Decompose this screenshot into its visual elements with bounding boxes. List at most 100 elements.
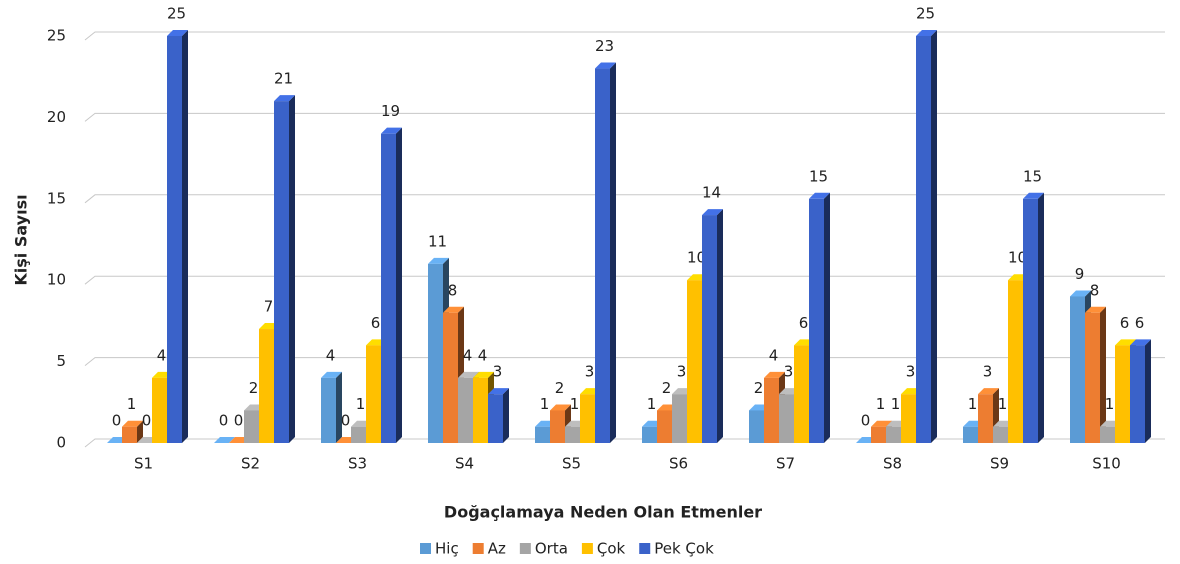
- bar-face: [1038, 192, 1044, 443]
- x-tick-label: S4: [455, 455, 474, 473]
- grid-line: [84, 357, 1165, 366]
- bar-face: [167, 36, 182, 443]
- bar-face: [152, 377, 167, 443]
- bar-face: [321, 377, 336, 443]
- data-label: 10: [1008, 249, 1027, 267]
- data-label: 23: [595, 37, 614, 55]
- bar: [916, 30, 937, 443]
- bar-face: [1008, 280, 1023, 443]
- data-label: 1: [876, 395, 886, 413]
- bar-face: [642, 426, 657, 443]
- bar-face: [749, 410, 764, 443]
- data-label: 1: [968, 395, 978, 413]
- bar-face: [871, 420, 892, 427]
- bar-face: [259, 329, 274, 443]
- bar: [702, 209, 723, 443]
- bar-face: [137, 420, 143, 443]
- data-label: 2: [555, 379, 565, 397]
- bar-face: [1145, 339, 1151, 443]
- data-label: 11: [428, 232, 447, 250]
- legend-swatch: [519, 543, 531, 554]
- x-tick-label: S2: [241, 455, 260, 473]
- bar-face: [717, 209, 723, 443]
- legend-swatch: [472, 543, 484, 554]
- data-label: 2: [662, 379, 672, 397]
- data-label: 1: [998, 395, 1008, 413]
- bar-face: [702, 215, 717, 443]
- data-label: 4: [326, 346, 336, 364]
- bar-face: [488, 394, 503, 443]
- bar-face: [916, 30, 937, 36]
- data-label: 7: [264, 298, 274, 316]
- grid-line: [84, 112, 1165, 122]
- x-tick-label: S10: [1092, 455, 1121, 473]
- data-label: 2: [249, 379, 259, 397]
- bar-face: [1100, 306, 1106, 443]
- bar: [274, 95, 295, 444]
- bar: [809, 192, 830, 443]
- bar-face: [1023, 198, 1038, 443]
- bar-face: [336, 371, 342, 443]
- data-label: 0: [219, 412, 229, 430]
- bar-face: [764, 371, 785, 378]
- bar-face: [978, 388, 999, 395]
- bar-face: [672, 394, 687, 443]
- bar: [321, 371, 342, 443]
- bar-face: [1070, 296, 1085, 443]
- data-label: 1: [127, 395, 137, 413]
- data-label: 4: [463, 346, 473, 364]
- legend-label: Pek Çok: [654, 540, 714, 558]
- data-label: 8: [448, 281, 458, 299]
- y-tick-label: 25: [47, 27, 66, 45]
- bar-face: [1085, 306, 1106, 313]
- bar-face: [657, 410, 672, 443]
- data-label: 3: [784, 363, 794, 381]
- bar: [381, 127, 402, 444]
- bar-face: [167, 30, 188, 36]
- bar-face: [244, 410, 259, 443]
- bar-face: [963, 426, 978, 443]
- x-tick-label: S6: [669, 455, 688, 473]
- x-axis-label: Doğaçlamaya Neden Olan Etmenler: [444, 503, 762, 522]
- bar-face: [443, 312, 458, 443]
- legend-swatch: [639, 543, 651, 554]
- x-tick-label: S1: [134, 455, 153, 473]
- data-label: 0: [142, 412, 152, 430]
- y-tick-label: 0: [56, 434, 66, 452]
- bar: [167, 30, 188, 443]
- bar-face: [428, 263, 443, 443]
- bar-face: [182, 30, 188, 443]
- bar-face: [458, 371, 479, 378]
- data-label: 3: [677, 363, 687, 381]
- bar-face: [1115, 339, 1136, 346]
- bar-face: [610, 62, 616, 444]
- data-label: 3: [983, 363, 993, 381]
- bar-face: [381, 133, 396, 443]
- bar-face: [794, 345, 809, 443]
- data-label: 1: [570, 395, 580, 413]
- data-label: 4: [157, 346, 167, 364]
- legend-label: Orta: [535, 540, 568, 558]
- grid-line: [84, 194, 1165, 204]
- bar-face: [351, 426, 366, 443]
- bar-face: [1070, 290, 1091, 297]
- bar-face: [488, 388, 509, 395]
- bar-face: [1115, 345, 1130, 443]
- bar-face: [809, 198, 824, 443]
- bar-face: [321, 371, 342, 378]
- data-label: 6: [799, 314, 809, 332]
- x-tick-label: S5: [562, 455, 581, 473]
- data-label: 6: [371, 314, 381, 332]
- y-tick-label: 5: [56, 352, 66, 370]
- bar-face: [289, 95, 295, 444]
- legend-swatch: [420, 543, 431, 554]
- bar: [214, 437, 235, 443]
- data-label: 15: [809, 167, 828, 185]
- bar-face: [274, 95, 295, 102]
- data-label: 1: [1105, 395, 1115, 413]
- bar-face: [595, 68, 610, 443]
- y-axis-label: Kişi Sayısı: [12, 194, 31, 285]
- bar-face: [916, 36, 931, 443]
- data-label: 1: [891, 395, 901, 413]
- legend-swatch: [581, 543, 593, 554]
